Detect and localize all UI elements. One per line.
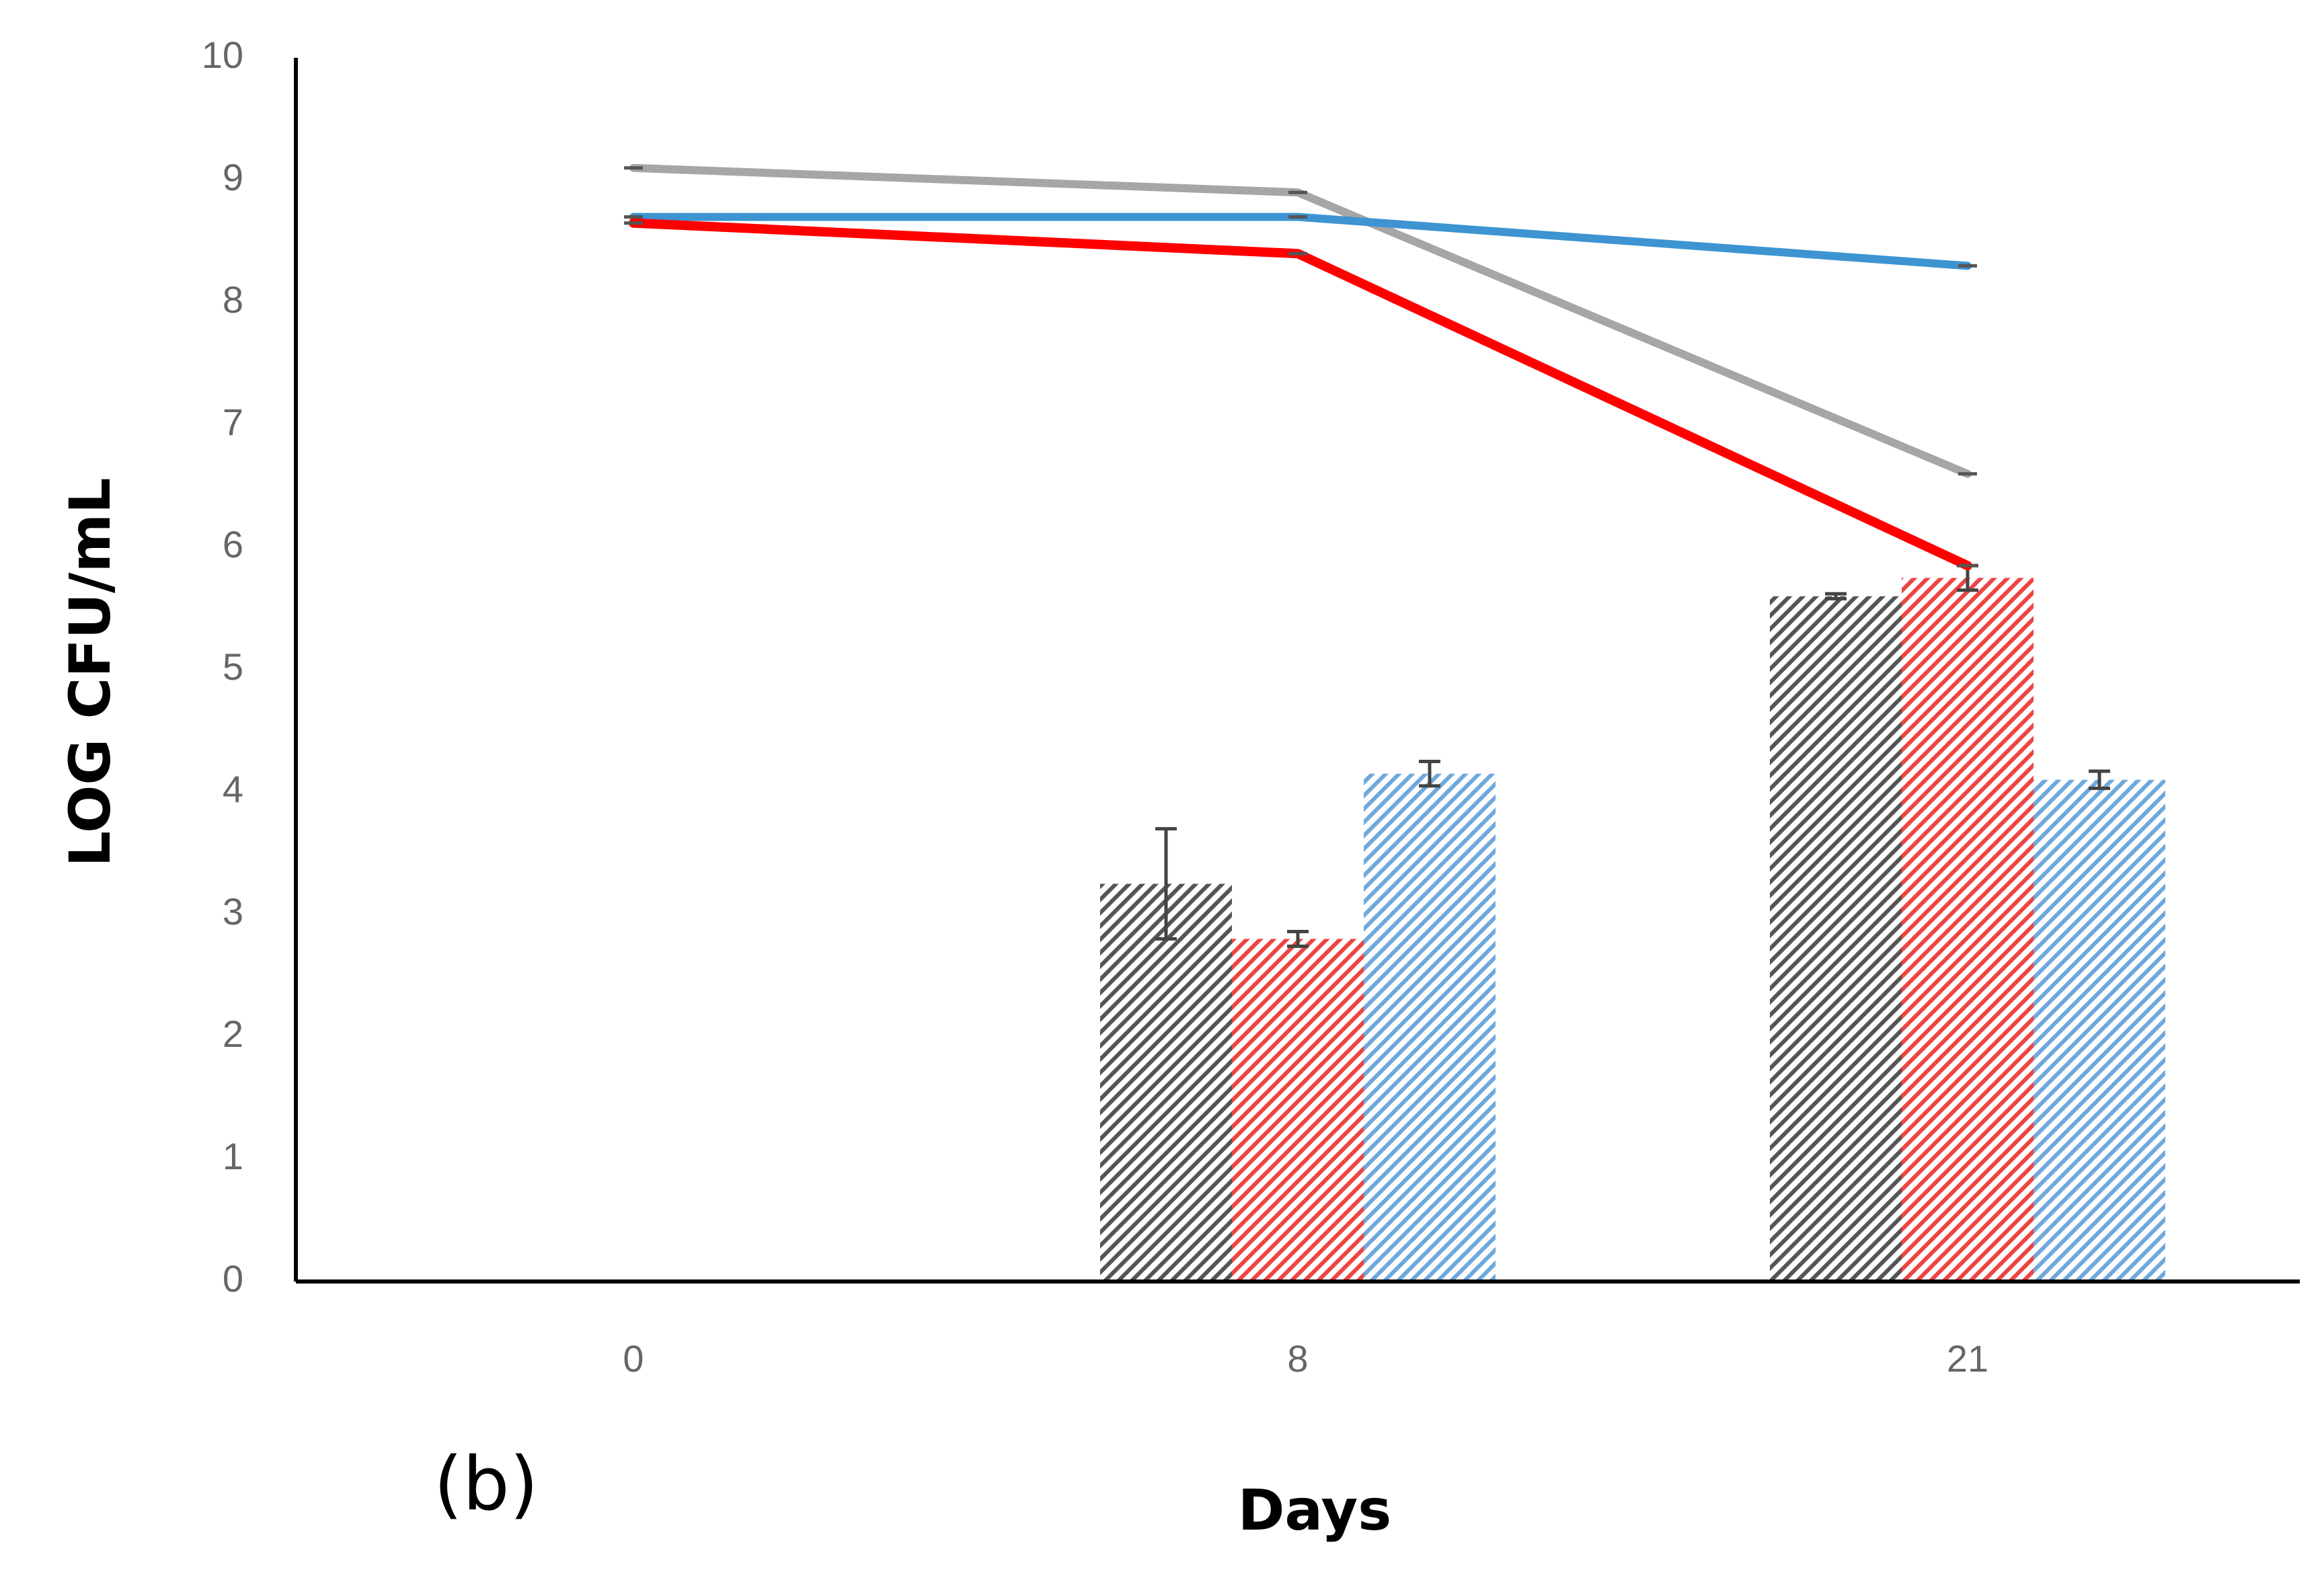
- x-tick-label-21: 21: [1947, 1337, 1988, 1380]
- y-tick-label-1: 1: [223, 1135, 243, 1177]
- y-tick-label-3: 3: [223, 890, 243, 933]
- bar-red-day-21: [1902, 578, 2034, 1282]
- error-bar-blue-day-21: [2089, 769, 2110, 791]
- bar-gray-day-21: [1770, 596, 1902, 1282]
- x-tick-label-0: 0: [623, 1337, 644, 1380]
- bar-blue-day-21: [2034, 779, 2165, 1282]
- y-tick-label-2: 2: [223, 1013, 243, 1055]
- y-tick-label-5: 5: [223, 645, 243, 688]
- y-tick-label-10: 10: [202, 34, 243, 76]
- lines-layer: [624, 163, 1977, 571]
- bar-gray-day-8: [1100, 883, 1232, 1282]
- error-bar-gray-day-21: [1825, 592, 1847, 600]
- y-tick-labels: 0 1 2 3 4 5 6 7 8 9 10: [202, 34, 243, 1300]
- x-tick-labels: 0 8 21: [623, 1337, 1988, 1380]
- y-tick-label-0: 0: [223, 1257, 243, 1300]
- line-red: [629, 218, 1972, 571]
- error-bar-red-day-8: [1287, 929, 1309, 948]
- y-axis-title: LOG CFU/mL: [57, 477, 123, 867]
- bars-layer: [1100, 578, 2165, 1282]
- y-tick-label-9: 9: [223, 156, 243, 198]
- y-tick-label-4: 4: [223, 768, 243, 810]
- error-bar-blue-day-8: [1419, 760, 1440, 788]
- error-bar-gray-day-8: [1155, 827, 1177, 941]
- y-tick-label-6: 6: [223, 523, 243, 565]
- bar-blue-day-8: [1364, 773, 1496, 1282]
- bar-red-day-8: [1232, 939, 1364, 1282]
- y-tick-label-7: 7: [223, 401, 243, 443]
- x-tick-label-8: 8: [1287, 1337, 1308, 1380]
- x-axis-title: Days: [1238, 1477, 1392, 1543]
- y-tick-label-8: 8: [223, 278, 243, 321]
- panel-label: (b): [434, 1441, 539, 1527]
